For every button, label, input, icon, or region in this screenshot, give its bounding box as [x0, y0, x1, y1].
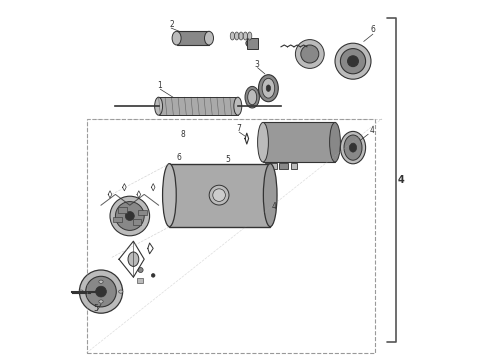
Bar: [263, 122, 335, 162]
Ellipse shape: [110, 196, 149, 236]
Bar: [133, 219, 141, 225]
Bar: [137, 278, 144, 283]
Ellipse shape: [330, 122, 341, 162]
Ellipse shape: [230, 32, 235, 40]
Ellipse shape: [119, 290, 123, 293]
Ellipse shape: [163, 164, 176, 227]
Ellipse shape: [263, 164, 277, 227]
Ellipse shape: [79, 290, 83, 293]
Text: 6: 6: [370, 26, 375, 35]
Ellipse shape: [99, 280, 103, 283]
Ellipse shape: [125, 212, 134, 220]
Text: 7: 7: [236, 125, 241, 134]
Ellipse shape: [248, 90, 257, 105]
Text: 5: 5: [225, 155, 230, 164]
Text: 6: 6: [176, 153, 181, 162]
Ellipse shape: [347, 56, 358, 67]
Ellipse shape: [247, 32, 252, 40]
Bar: [176, 31, 209, 45]
Ellipse shape: [172, 31, 181, 45]
Ellipse shape: [258, 122, 269, 162]
Bar: [159, 97, 238, 115]
Text: 8: 8: [180, 130, 185, 139]
Ellipse shape: [86, 276, 116, 307]
Ellipse shape: [204, 31, 214, 45]
Ellipse shape: [116, 202, 144, 230]
Ellipse shape: [341, 49, 366, 74]
Ellipse shape: [234, 97, 242, 115]
Ellipse shape: [246, 39, 259, 48]
Bar: [279, 163, 288, 169]
Bar: [247, 38, 258, 49]
Bar: [291, 163, 297, 169]
Ellipse shape: [209, 185, 229, 205]
Ellipse shape: [128, 252, 139, 266]
Text: 3: 3: [254, 60, 259, 69]
Ellipse shape: [99, 300, 103, 303]
Ellipse shape: [301, 45, 319, 63]
Text: 2: 2: [170, 20, 174, 29]
Text: 4: 4: [272, 202, 277, 211]
Text: 1: 1: [157, 81, 162, 90]
Ellipse shape: [295, 40, 324, 68]
Text: 4: 4: [398, 175, 405, 185]
Ellipse shape: [138, 267, 143, 273]
Ellipse shape: [349, 143, 357, 152]
Ellipse shape: [243, 32, 247, 40]
Text: 4: 4: [369, 126, 374, 135]
Ellipse shape: [155, 97, 163, 115]
Bar: [87, 119, 374, 353]
Ellipse shape: [262, 78, 275, 98]
Ellipse shape: [259, 75, 278, 102]
Ellipse shape: [79, 270, 122, 313]
Ellipse shape: [239, 32, 243, 40]
Ellipse shape: [245, 86, 259, 108]
Bar: [118, 207, 127, 213]
Ellipse shape: [344, 135, 362, 160]
Bar: [265, 163, 277, 169]
Bar: [113, 217, 122, 222]
Ellipse shape: [266, 85, 270, 91]
Text: 5: 5: [94, 305, 98, 314]
Ellipse shape: [96, 286, 106, 297]
Bar: [138, 210, 147, 215]
Ellipse shape: [151, 274, 155, 277]
Ellipse shape: [335, 43, 371, 79]
Ellipse shape: [235, 32, 239, 40]
Ellipse shape: [213, 189, 225, 202]
Ellipse shape: [341, 131, 366, 164]
Bar: [170, 164, 270, 227]
